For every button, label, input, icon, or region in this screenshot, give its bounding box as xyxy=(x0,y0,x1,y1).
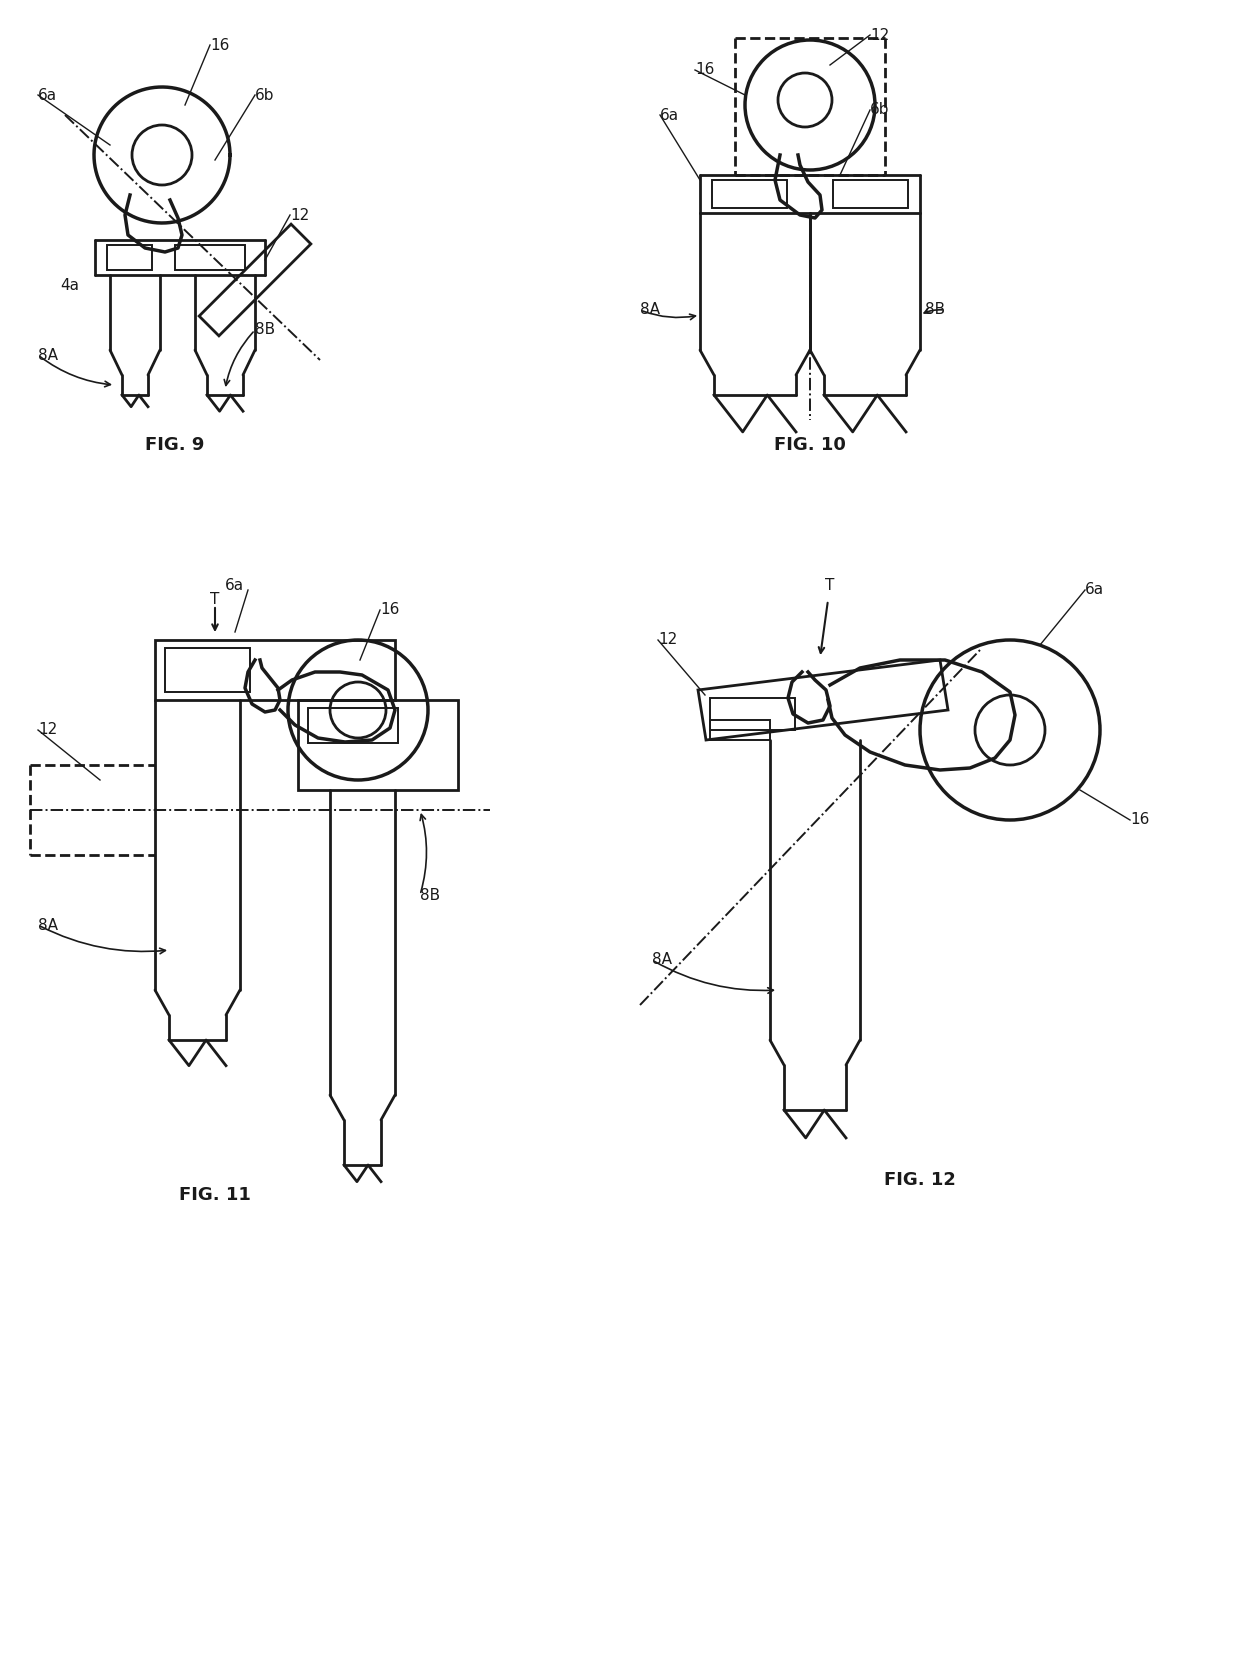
Text: 12: 12 xyxy=(290,207,309,222)
Bar xyxy=(155,640,396,699)
Text: 16: 16 xyxy=(694,63,714,78)
Text: 16: 16 xyxy=(1130,812,1149,827)
Text: FIG. 10: FIG. 10 xyxy=(774,436,846,454)
Text: 12: 12 xyxy=(870,28,889,43)
Bar xyxy=(833,181,908,209)
Text: 6a: 6a xyxy=(224,578,244,593)
Text: T: T xyxy=(211,593,219,608)
Bar xyxy=(298,699,458,790)
Text: 6b: 6b xyxy=(870,103,889,118)
Text: 16: 16 xyxy=(379,603,399,618)
Text: 8B: 8B xyxy=(925,303,945,318)
Bar xyxy=(712,181,787,209)
Text: 6a: 6a xyxy=(38,88,57,103)
Text: FIG. 11: FIG. 11 xyxy=(179,1186,250,1205)
Text: 4a: 4a xyxy=(60,277,79,293)
Text: T: T xyxy=(826,578,835,593)
Bar xyxy=(107,245,153,270)
Bar xyxy=(711,698,795,731)
Text: 6b: 6b xyxy=(255,88,274,103)
Bar xyxy=(175,245,246,270)
Text: FIG. 12: FIG. 12 xyxy=(884,1171,956,1190)
Text: 8A: 8A xyxy=(652,953,672,968)
Text: 8A: 8A xyxy=(38,918,58,933)
Text: 8B: 8B xyxy=(255,323,275,338)
Text: 8B: 8B xyxy=(420,888,440,903)
Text: 12: 12 xyxy=(658,633,677,648)
Bar xyxy=(711,721,770,741)
Text: 6a: 6a xyxy=(1085,583,1104,598)
Text: 12: 12 xyxy=(38,722,57,737)
Text: 8A: 8A xyxy=(640,303,660,318)
Bar xyxy=(308,708,398,742)
Text: 6a: 6a xyxy=(660,108,680,123)
Text: FIG. 9: FIG. 9 xyxy=(145,436,205,454)
Text: 8A: 8A xyxy=(38,348,58,363)
Text: 16: 16 xyxy=(210,38,229,53)
Bar xyxy=(165,648,250,693)
